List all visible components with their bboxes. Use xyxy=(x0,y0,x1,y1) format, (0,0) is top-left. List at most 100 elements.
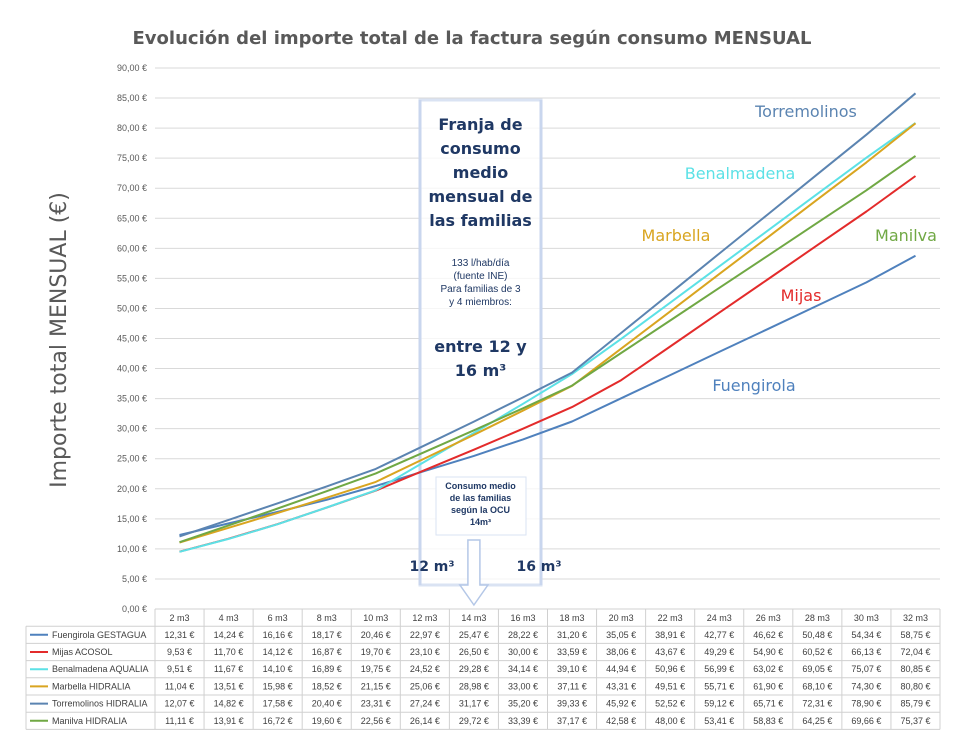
x-tick-label: 30 m3 xyxy=(854,613,879,623)
municipality-labels: Torremolinos Benalmadena Marbella Manilva Mi… xyxy=(642,102,937,395)
table-cell: 72,31 € xyxy=(802,699,832,709)
table-cell: 26,50 € xyxy=(459,647,489,657)
table-cell: 60,52 € xyxy=(802,647,832,657)
table-cell: 29,28 € xyxy=(459,664,489,674)
table-cell: 74,30 € xyxy=(851,681,881,691)
table-cell: 35,05 € xyxy=(606,630,636,640)
ocu-note-line: 14m³ xyxy=(470,517,491,527)
legend-entry: Manilva HIDRALIA xyxy=(52,716,127,726)
y-tick-label: 45,00 € xyxy=(117,334,147,344)
table-cell: 22,97 € xyxy=(410,630,440,640)
table-cell: 14,82 € xyxy=(214,699,244,709)
y-tick-label: 20,00 € xyxy=(117,484,147,494)
table-cell: 49,51 € xyxy=(655,681,685,691)
table-cell: 19,75 € xyxy=(361,664,391,674)
table-cell: 23,31 € xyxy=(361,699,391,709)
table-cell: 28,22 € xyxy=(508,630,538,640)
table-cell: 42,77 € xyxy=(704,630,734,640)
table-cell: 12,31 € xyxy=(165,630,195,640)
table-cell: 64,25 € xyxy=(802,716,832,726)
table-cell: 38,91 € xyxy=(655,630,685,640)
legend-entry: Mijas ACOSOL xyxy=(52,647,113,657)
table-cell: 33,59 € xyxy=(557,647,587,657)
y-tick-label: 60,00 € xyxy=(117,243,147,253)
legend-entry: Benalmadena AQUALIA xyxy=(52,664,149,674)
x-tick-label: 8 m3 xyxy=(317,613,337,623)
table-cell: 58,75 € xyxy=(900,630,930,640)
table-cell: 11,70 € xyxy=(214,647,243,657)
legend-entry: Torremolinos HIDRALIA xyxy=(52,699,148,709)
table-cell: 66,13 € xyxy=(851,647,881,657)
table-cell: 44,94 € xyxy=(606,664,636,674)
band-range-line: entre 12 y xyxy=(434,337,527,356)
ocu-note-line: según la OCU xyxy=(451,505,510,515)
table-cell: 43,67 € xyxy=(655,647,685,657)
y-tick-label: 70,00 € xyxy=(117,183,147,193)
table-cell: 23,10 € xyxy=(410,647,440,657)
x-tick-label: 22 m3 xyxy=(658,613,683,623)
x-tick-label: 28 m3 xyxy=(805,613,830,623)
table-cell: 39,10 € xyxy=(557,664,587,674)
table-cell: 55,71 € xyxy=(704,681,734,691)
table-cell: 78,90 € xyxy=(851,699,881,709)
table-cell: 18,52 € xyxy=(312,681,342,691)
x-tick-label: 4 m3 xyxy=(219,613,239,623)
ocu-note-line: de las familias xyxy=(450,493,512,503)
table-cell: 11,04 € xyxy=(165,681,194,691)
series-line xyxy=(179,92,917,538)
band-heading-line: las familias xyxy=(429,211,532,230)
table-cell: 58,83 € xyxy=(753,716,783,726)
table-cell: 37,17 € xyxy=(557,716,587,726)
y-tick-label: 55,00 € xyxy=(117,273,147,283)
table-cell: 42,58 € xyxy=(606,716,636,726)
table-cell: 48,00 € xyxy=(655,716,685,726)
table-cell: 9,51 € xyxy=(167,664,192,674)
municipality-label: Torremolinos xyxy=(754,102,857,121)
series-line xyxy=(179,122,917,553)
series-line xyxy=(179,155,917,544)
table-cell: 11,67 € xyxy=(214,664,243,674)
table-cell: 28,98 € xyxy=(459,681,489,691)
y-tick-label: 75,00 € xyxy=(117,153,147,163)
x-tick-label: 6 m3 xyxy=(268,613,288,623)
legend-entry: Fuengirola GESTAGUA xyxy=(52,630,146,640)
table-cell: 16,89 € xyxy=(312,664,342,674)
table-cell: 54,34 € xyxy=(851,630,881,640)
table-cell: 33,00 € xyxy=(508,681,538,691)
table-cell: 34,14 € xyxy=(508,664,538,674)
series-lines xyxy=(179,92,917,553)
table-cell: 12,07 € xyxy=(165,699,195,709)
table-cell: 35,20 € xyxy=(508,699,538,709)
right-marker-label: 16 m³ xyxy=(516,559,561,575)
ocu-note-box xyxy=(435,476,527,536)
y-axis-label: Importe total MENSUAL (€) xyxy=(47,192,72,488)
table-cell: 61,90 € xyxy=(753,681,783,691)
legend-entry: Marbella HIDRALIA xyxy=(52,681,131,691)
y-tick-label: 30,00 € xyxy=(117,424,147,434)
x-tick-label: 20 m3 xyxy=(609,613,634,623)
table-cell: 13,51 € xyxy=(214,681,244,691)
x-tick-label: 10 m3 xyxy=(363,613,388,623)
table-cell: 75,37 € xyxy=(900,716,930,726)
table-cell: 37,11 € xyxy=(557,681,586,691)
y-tick-label: 15,00 € xyxy=(117,514,147,524)
table-cell: 45,92 € xyxy=(606,699,636,709)
table-cell: 38,06 € xyxy=(606,647,636,657)
y-tick-label: 50,00 € xyxy=(117,303,147,313)
band-heading-line: medio xyxy=(453,163,508,182)
y-tick-label: 35,00 € xyxy=(117,394,147,404)
table-cell: 14,10 € xyxy=(263,664,293,674)
table-cell: 69,05 € xyxy=(802,664,832,674)
municipality-label: Fuengirola xyxy=(712,376,795,395)
table-cell: 39,33 € xyxy=(557,699,587,709)
table-cell: 65,71 € xyxy=(753,699,783,709)
table-cell: 19,70 € xyxy=(361,647,391,657)
y-tick-label: 0,00 € xyxy=(122,604,147,614)
table-cell: 20,40 € xyxy=(312,699,342,709)
table-cell: 25,06 € xyxy=(410,681,440,691)
band-source-line: y 4 miembros: xyxy=(449,297,512,308)
table-cell: 13,91 € xyxy=(214,716,244,726)
table-cell: 11,11 € xyxy=(165,716,194,726)
table-cell: 18,17 € xyxy=(312,630,342,640)
